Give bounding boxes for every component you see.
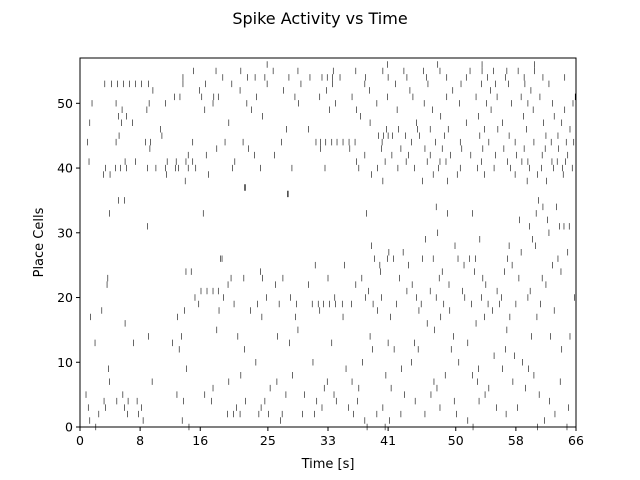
x-axis-label: Time [s]	[301, 457, 355, 472]
spike-marks-layer	[85, 61, 576, 431]
y-tick-label: 30	[57, 225, 73, 240]
y-axis-label: Place Cells	[32, 207, 47, 277]
x-tick-label: 41	[380, 433, 396, 448]
y-tick-label: 0	[65, 420, 73, 435]
x-tick-label: 16	[192, 433, 208, 448]
x-tick-label: 33	[320, 433, 336, 448]
x-tick-label: 66	[568, 433, 584, 448]
y-tick-label: 40	[57, 161, 73, 176]
y-tick-label: 50	[57, 96, 73, 111]
x-tick-label: 58	[508, 433, 524, 448]
y-tick-label: 20	[57, 290, 73, 305]
chart-title: Spike Activity vs Time	[232, 9, 407, 28]
y-axis-ticks: 0 10 20 30 40 50	[57, 96, 80, 435]
x-tick-label: 0	[76, 433, 84, 448]
x-tick-label: 25	[260, 433, 276, 448]
y-tick-label: 10	[57, 355, 73, 370]
x-tick-label: 8	[136, 433, 144, 448]
x-tick-label: 50	[448, 433, 464, 448]
x-axis-ticks: 0 8 16 25 33 41 50 58 66	[76, 427, 584, 448]
